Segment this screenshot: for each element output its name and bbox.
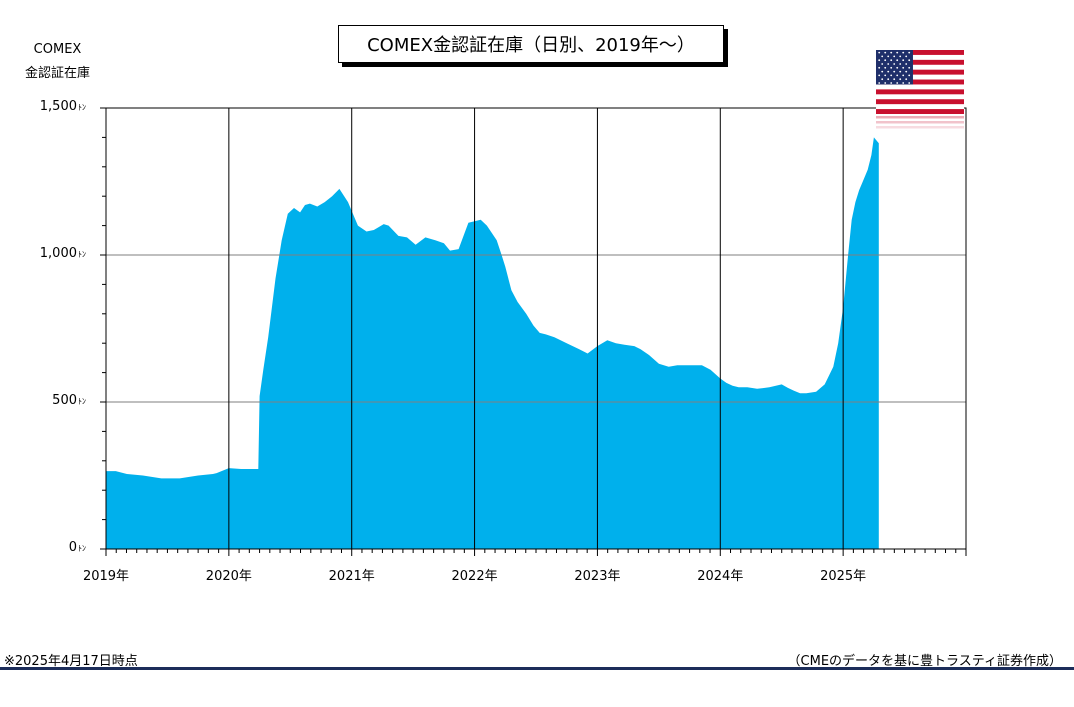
y-axis-label-line: COMEX — [33, 42, 82, 57]
footer-rule — [0, 667, 1074, 670]
x-tick-label: 2023年 — [574, 569, 621, 584]
us-flag-icon — [876, 50, 964, 129]
x-tick-label: 2022年 — [451, 569, 498, 584]
series-area — [106, 137, 879, 549]
x-tick-label: 2021年 — [328, 569, 375, 584]
x-tick-label: 2025年 — [820, 569, 867, 584]
chart-title: COMEX金認証在庫（日別、2019年～） — [338, 25, 724, 63]
x-tick-label: 2019年 — [82, 569, 130, 584]
source-note: （CMEのデータを基に豊トラスティ証券作成） — [787, 654, 1062, 669]
y-axis-label-line: 金認証在庫 — [24, 66, 90, 81]
x-tick-label: 2024年 — [697, 569, 744, 584]
y-tick-label: 1,500ﾄﾝ — [39, 99, 86, 114]
timestamp-note: ※2025年4月17日時点 — [4, 654, 138, 669]
y-tick-label: 500ﾄﾝ — [52, 393, 86, 408]
y-axis-label: COMEX 金認証在庫 — [10, 38, 105, 86]
y-tick-label: 0ﾄﾝ — [68, 540, 86, 555]
y-tick-label: 1,000ﾄﾝ — [39, 246, 86, 261]
x-tick-label: 2020年 — [205, 569, 252, 584]
